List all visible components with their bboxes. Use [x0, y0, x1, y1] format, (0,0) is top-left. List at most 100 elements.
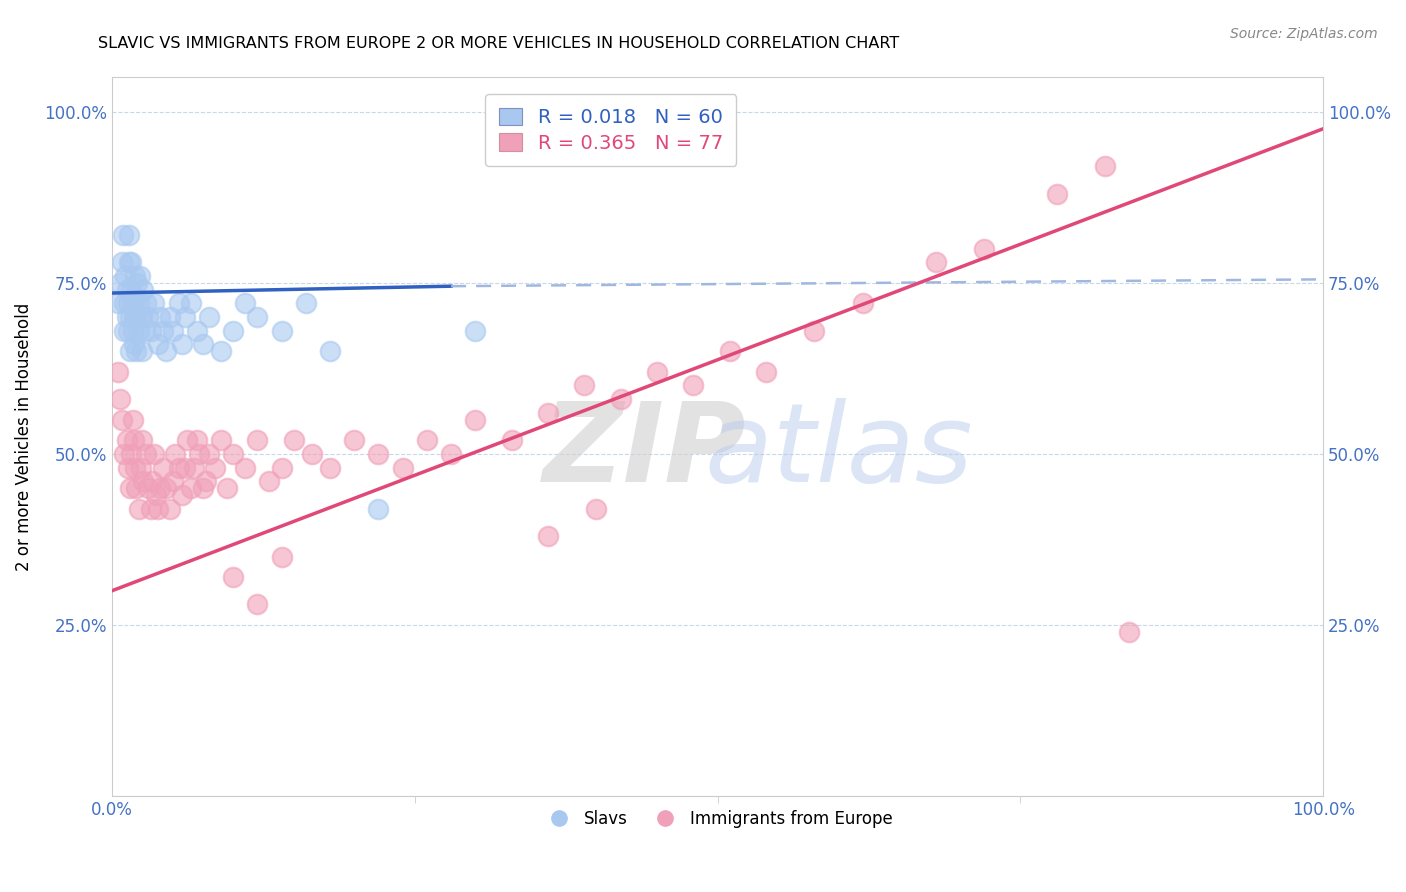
Point: [146, 337, 169, 351]
Point: [107, 296, 129, 310]
Point: [537, 529, 560, 543]
Point: [167, 460, 190, 475]
Point: [188, 447, 211, 461]
Point: [162, 324, 184, 338]
Point: [129, 460, 152, 475]
Point: [367, 501, 389, 516]
Y-axis label: 2 or more Vehicles in Household: 2 or more Vehicles in Household: [15, 302, 32, 571]
Point: [270, 324, 292, 338]
Point: [924, 255, 946, 269]
Point: [128, 501, 150, 516]
Point: [121, 324, 143, 338]
Point: [191, 481, 214, 495]
Point: [120, 283, 142, 297]
Point: [270, 460, 292, 475]
Point: [110, 276, 132, 290]
Point: [416, 433, 439, 447]
Point: [125, 344, 148, 359]
Point: [118, 255, 141, 269]
Point: [180, 296, 202, 310]
Point: [134, 324, 156, 338]
Point: [149, 481, 172, 495]
Point: [122, 433, 145, 447]
Point: [270, 549, 292, 564]
Point: [131, 433, 153, 447]
Point: [173, 310, 195, 324]
Point: [215, 481, 238, 495]
Point: [294, 296, 316, 310]
Point: [159, 501, 181, 516]
Point: [645, 365, 668, 379]
Point: [301, 447, 323, 461]
Point: [136, 310, 159, 324]
Point: [129, 310, 152, 324]
Point: [155, 344, 177, 359]
Point: [120, 344, 142, 359]
Point: [125, 481, 148, 495]
Point: [120, 481, 142, 495]
Point: [585, 501, 607, 516]
Point: [114, 268, 136, 283]
Point: [128, 324, 150, 338]
Point: [283, 433, 305, 447]
Point: [718, 344, 741, 359]
Point: [163, 447, 186, 461]
Point: [259, 475, 281, 489]
Text: Source: ZipAtlas.com: Source: ZipAtlas.com: [1230, 27, 1378, 41]
Point: [167, 296, 190, 310]
Point: [117, 460, 139, 475]
Point: [141, 475, 163, 489]
Point: [609, 392, 631, 406]
Point: [117, 324, 139, 338]
Point: [537, 406, 560, 420]
Point: [246, 598, 269, 612]
Point: [132, 283, 155, 297]
Point: [152, 460, 174, 475]
Point: [191, 337, 214, 351]
Point: [107, 365, 129, 379]
Point: [110, 392, 132, 406]
Point: [204, 460, 226, 475]
Point: [440, 447, 463, 461]
Point: [198, 447, 221, 461]
Point: [139, 501, 162, 516]
Point: [343, 433, 366, 447]
Text: SLAVIC VS IMMIGRANTS FROM EUROPE 2 OR MORE VEHICLES IN HOUSEHOLD CORRELATION CHA: SLAVIC VS IMMIGRANTS FROM EUROPE 2 OR MO…: [98, 36, 900, 51]
Point: [124, 289, 146, 303]
Point: [319, 460, 342, 475]
Point: [120, 310, 142, 324]
Point: [464, 324, 486, 338]
Point: [183, 460, 205, 475]
Point: [136, 481, 159, 495]
Point: [125, 310, 148, 324]
Point: [574, 378, 596, 392]
Point: [222, 570, 245, 584]
Point: [135, 296, 157, 310]
Point: [128, 296, 150, 310]
Point: [117, 296, 139, 310]
Point: [121, 412, 143, 426]
Point: [176, 433, 198, 447]
Point: [145, 488, 167, 502]
Point: [246, 310, 269, 324]
Point: [122, 310, 145, 324]
Point: [209, 344, 232, 359]
Point: [115, 310, 138, 324]
Point: [682, 378, 704, 392]
Point: [131, 344, 153, 359]
Point: [195, 475, 218, 489]
Point: [159, 310, 181, 324]
Legend: Slavs, Immigrants from Europe: Slavs, Immigrants from Europe: [536, 803, 900, 835]
Point: [112, 296, 135, 310]
Point: [152, 324, 174, 338]
Point: [367, 447, 389, 461]
Point: [391, 460, 413, 475]
Point: [319, 344, 342, 359]
Point: [233, 296, 256, 310]
Point: [120, 447, 142, 461]
Point: [111, 412, 134, 426]
Point: [155, 481, 177, 495]
Point: [111, 255, 134, 269]
Point: [131, 310, 153, 324]
Point: [233, 460, 256, 475]
